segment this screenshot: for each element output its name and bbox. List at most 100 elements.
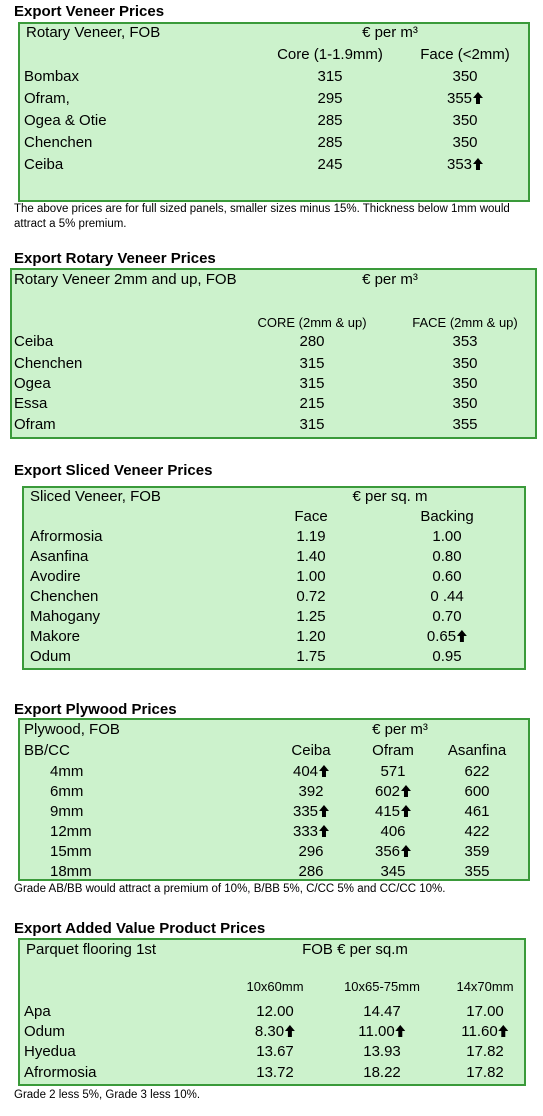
table-cell: 333: [293, 823, 330, 841]
table-cell: 13.67: [256, 1043, 294, 1061]
table-cell: 1.19: [296, 528, 325, 546]
cell-value: 12.00: [256, 1003, 294, 1020]
row-label: 12mm: [50, 823, 92, 840]
cell-value: 286: [298, 863, 324, 880]
table-cell: 14.47: [363, 1003, 401, 1021]
cell-value: 622: [464, 763, 490, 780]
row-header: BB/CC: [24, 742, 70, 759]
table-cell: 13.93: [363, 1043, 401, 1061]
cell-value: 280: [299, 333, 325, 350]
row-label: Mahogany: [30, 608, 101, 625]
cell-value: 315: [299, 355, 325, 372]
up-arrow: [285, 1025, 296, 1037]
cell-value: 350: [452, 355, 478, 372]
table-cell: 12.00: [256, 1003, 294, 1021]
table-box: [18, 718, 530, 881]
cell-value: 406: [380, 823, 406, 840]
table-cell: 1.20: [296, 628, 325, 646]
table-cell: 0 .44: [430, 588, 463, 606]
header-label: Parquet flooring 1st: [26, 941, 157, 958]
table-cell: 0.60: [432, 568, 461, 586]
table-cell: 215: [299, 395, 324, 413]
header-label: Plywood, FOB: [24, 721, 120, 738]
cell-value: 17.00: [466, 1003, 504, 1020]
cell-value: 355: [452, 416, 478, 433]
header-unit: € per m³: [362, 24, 418, 41]
row-label: Odum: [30, 648, 71, 665]
row-label: 9mm: [50, 803, 84, 820]
header-label: Rotary Veneer, FOB: [26, 24, 161, 41]
cell-value: 285: [317, 134, 343, 151]
cell-value: 8.30: [254, 1023, 285, 1040]
header-unit: € per sq. m: [352, 488, 428, 505]
cell-value: 1.19: [296, 528, 326, 545]
section-title: Export Plywood Prices: [14, 701, 177, 718]
table-cell: 602: [375, 783, 412, 801]
header-unit: FOB € per sq.m: [302, 941, 408, 958]
table-box: [18, 22, 530, 202]
table-cell: 280: [299, 333, 324, 351]
column-header: 10x65-75mm: [344, 979, 420, 994]
column-header: Ofram: [372, 742, 414, 759]
header-unit: € per m³: [362, 271, 418, 288]
section-title: Export Added Value Product Prices: [14, 920, 266, 937]
row-label: Odum: [24, 1023, 65, 1040]
table-cell: 0.80: [432, 548, 461, 566]
table-cell: 350: [452, 134, 477, 152]
row-label: 18mm: [50, 863, 92, 880]
row-label: 15mm: [50, 843, 92, 860]
cell-value: 1.00: [432, 528, 462, 545]
table-cell: 1.75: [296, 648, 325, 666]
row-label: Chenchen: [30, 588, 99, 605]
table-cell: 285: [317, 112, 342, 130]
cell-value: 350: [452, 395, 478, 412]
row-label: 4mm: [50, 763, 84, 780]
table-cell: 350: [452, 112, 477, 130]
table-cell: 345: [380, 863, 405, 881]
cell-value: 335: [292, 803, 319, 820]
table-cell: 11.60: [461, 1023, 509, 1041]
cell-value: 1.25: [296, 608, 326, 625]
table-cell: 11.00: [358, 1023, 406, 1041]
table-box: [10, 268, 537, 439]
table-cell: 245: [317, 156, 342, 174]
cell-value: 345: [380, 863, 406, 880]
table-cell: 350: [452, 355, 477, 373]
up-arrow: [319, 805, 330, 817]
cell-value: 353: [446, 156, 473, 173]
column-header: Backing: [420, 508, 474, 525]
table-cell: 1.40: [296, 548, 325, 566]
table-cell: 355: [447, 90, 484, 108]
cell-value: 13.67: [256, 1043, 294, 1060]
table-cell: 315: [299, 416, 324, 434]
table-cell: 406: [380, 823, 405, 841]
table-cell: 18.22: [363, 1064, 401, 1082]
cell-value: 0.72: [296, 588, 326, 605]
table-cell: 350: [452, 395, 477, 413]
table-cell: 17.82: [466, 1043, 504, 1061]
cell-value: 0 .44: [430, 588, 464, 605]
cell-value: 350: [452, 375, 478, 392]
cell-value: 356: [374, 843, 401, 860]
table-cell: 356: [374, 843, 412, 861]
row-label: Asanfina: [30, 548, 89, 565]
cell-value: 18.22: [363, 1064, 401, 1081]
cell-value: 315: [299, 375, 325, 392]
cell-value: 392: [298, 783, 324, 800]
row-label: Hyedua: [24, 1043, 76, 1060]
row-label: Ogea: [14, 375, 51, 392]
up-arrow: [319, 765, 330, 777]
row-label: Afrormosia: [30, 528, 103, 545]
cell-value: 359: [464, 843, 490, 860]
row-label: Ofram: [14, 416, 56, 433]
table-cell: 461: [464, 803, 489, 821]
cell-value: 13.72: [256, 1064, 294, 1081]
cell-value: 422: [464, 823, 490, 840]
cell-value: 315: [317, 68, 343, 85]
cell-value: 571: [380, 763, 406, 780]
cell-value: 14.47: [363, 1003, 401, 1020]
table-box: [18, 938, 526, 1086]
up-arrow: [457, 630, 468, 642]
cell-value: 17.82: [466, 1043, 504, 1060]
cell-value: 350: [452, 134, 478, 151]
